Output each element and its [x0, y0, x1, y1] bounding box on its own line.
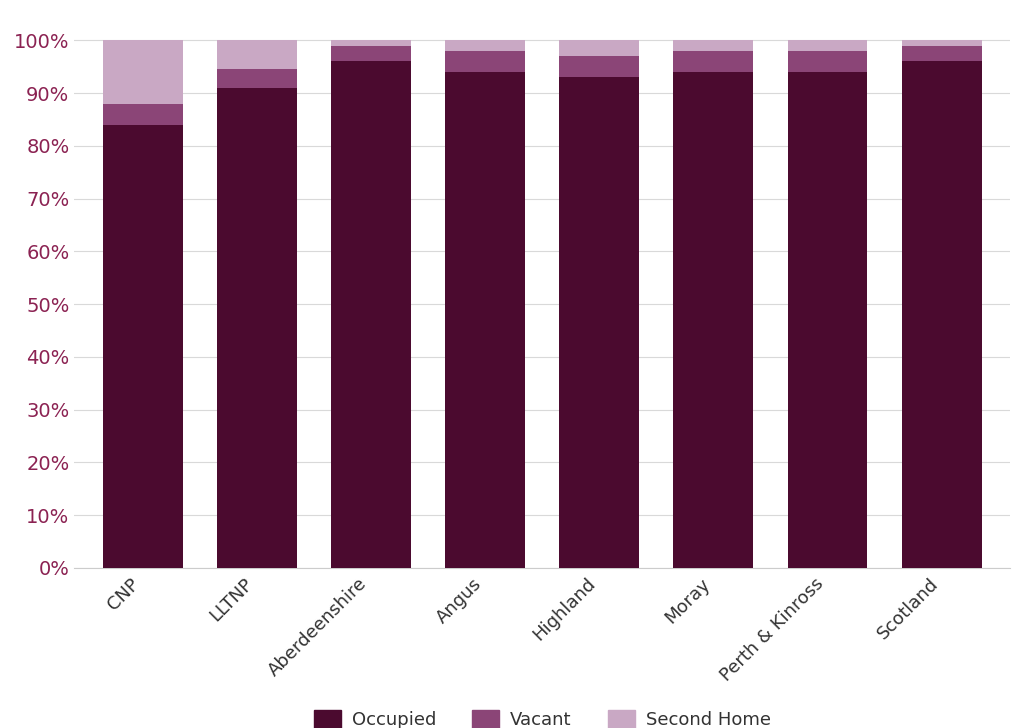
Bar	[674, 72, 754, 568]
Bar	[217, 88, 297, 568]
Bar	[445, 51, 525, 72]
Bar	[674, 40, 754, 51]
Bar	[559, 56, 639, 77]
Bar	[787, 40, 867, 51]
Bar	[445, 72, 525, 568]
Bar	[102, 40, 182, 103]
Bar	[674, 51, 754, 72]
Bar	[559, 40, 639, 56]
Bar	[217, 69, 297, 88]
Bar	[331, 46, 411, 61]
Bar	[902, 61, 982, 568]
Bar	[445, 40, 525, 51]
Bar	[902, 40, 982, 46]
Bar	[787, 51, 867, 72]
Bar	[217, 40, 297, 69]
Bar	[102, 124, 182, 568]
Bar	[331, 61, 411, 568]
Bar	[902, 46, 982, 61]
Bar	[787, 72, 867, 568]
Bar	[102, 103, 182, 124]
Legend: Occupied, Vacant, Second Home: Occupied, Vacant, Second Home	[306, 703, 778, 728]
Bar	[559, 77, 639, 568]
Bar	[331, 40, 411, 46]
